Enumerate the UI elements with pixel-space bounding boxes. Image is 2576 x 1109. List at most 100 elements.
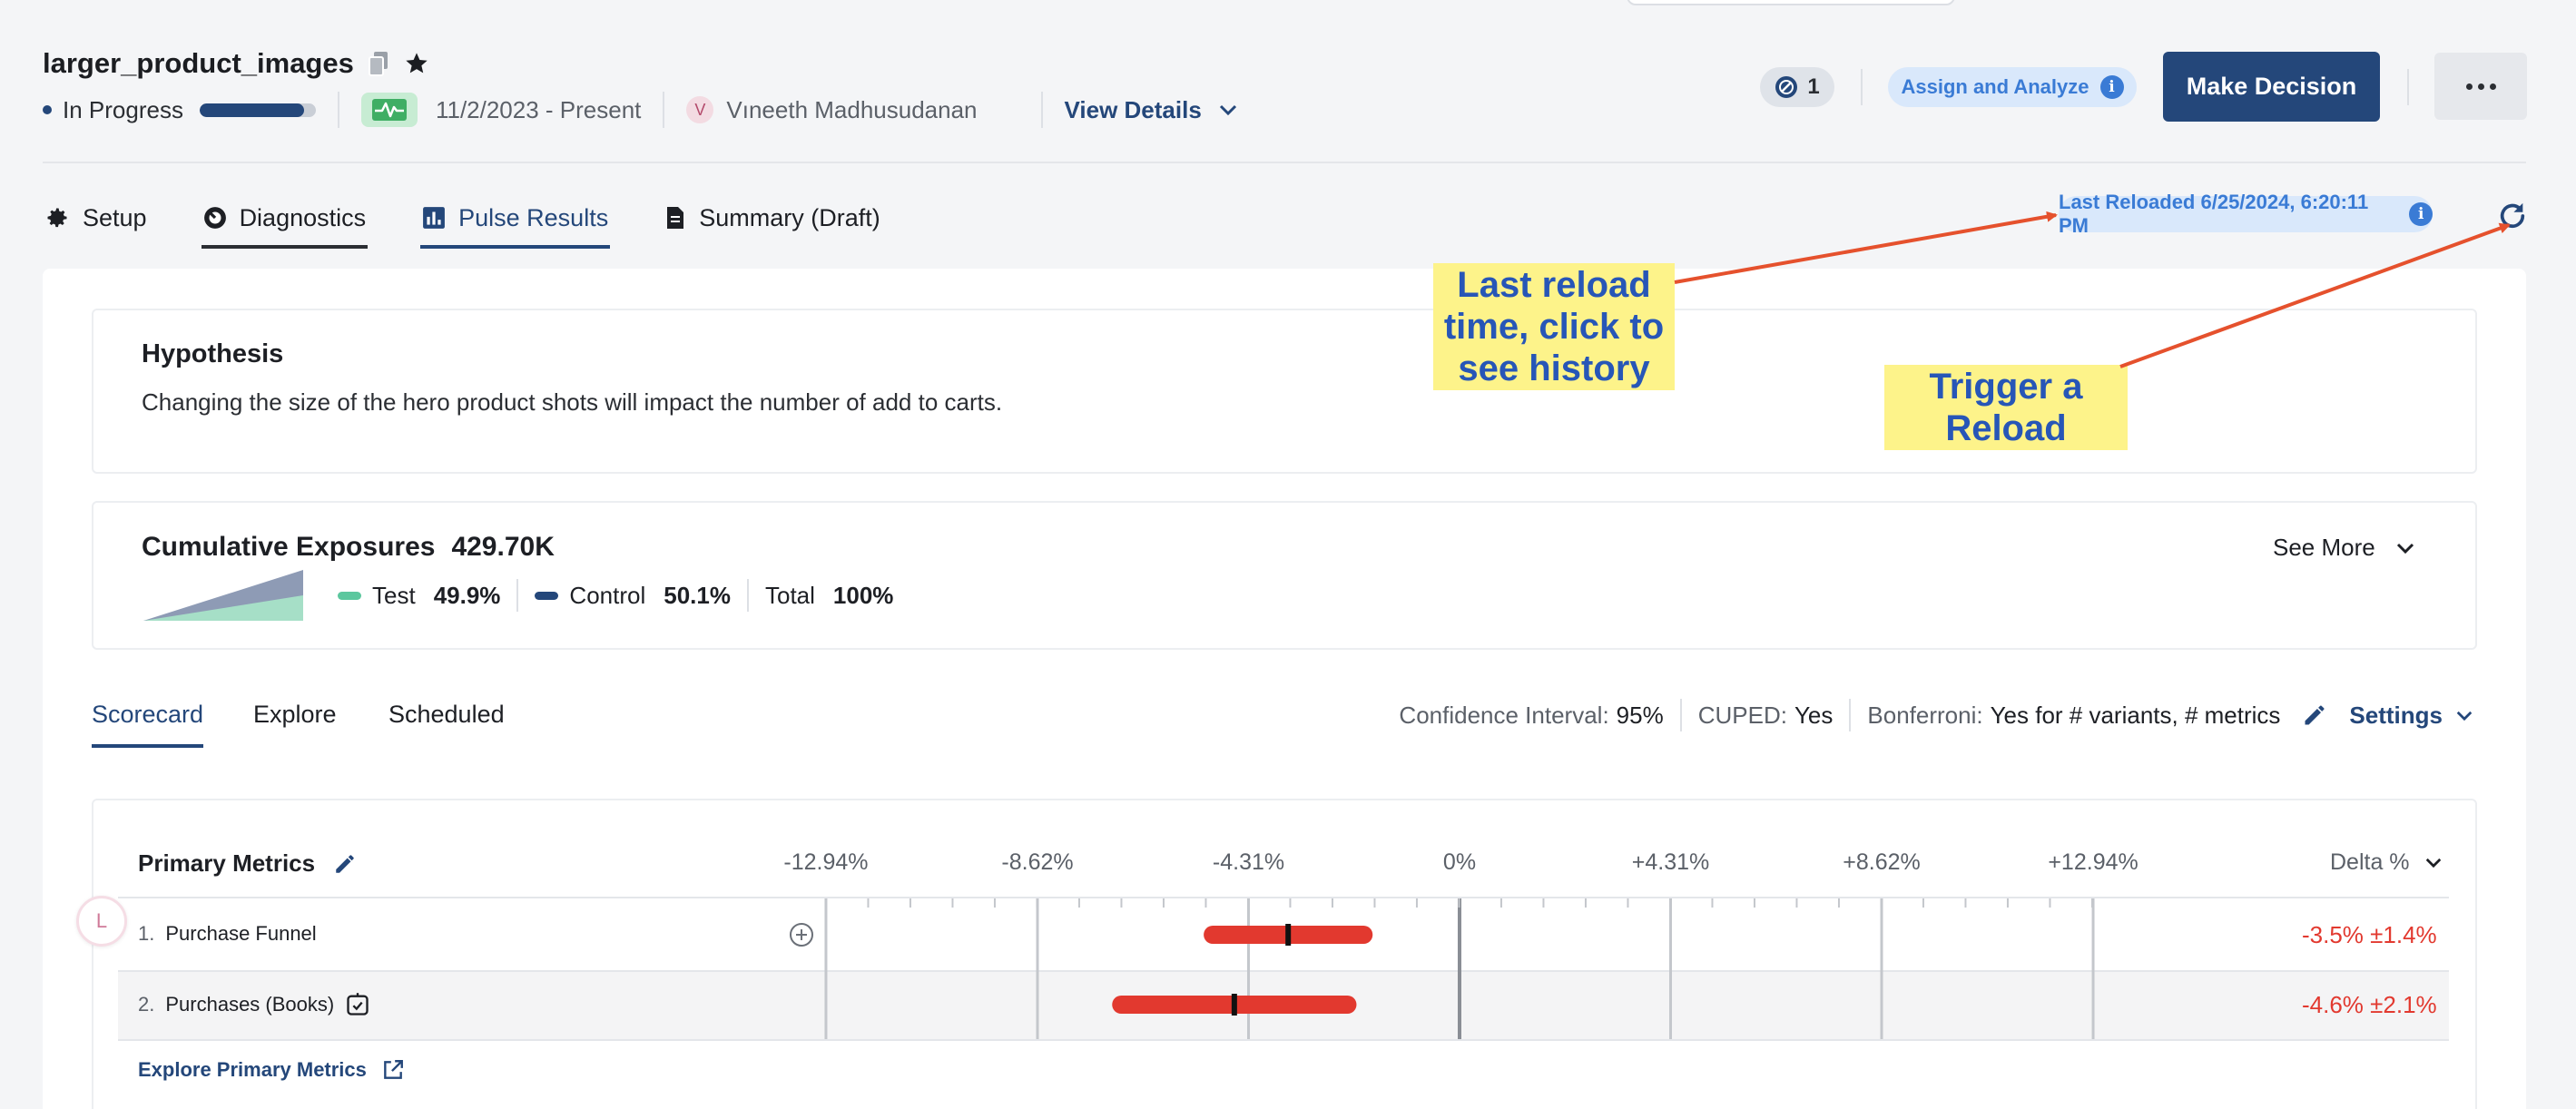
explore-link-label: Explore Primary Metrics bbox=[138, 1058, 367, 1081]
progress-bar bbox=[199, 103, 316, 117]
view-details-label: View Details bbox=[1064, 95, 1202, 123]
pencil-icon[interactable] bbox=[333, 852, 357, 876]
metric-name: Purchases (Books) bbox=[165, 993, 335, 1016]
status-row: In Progress 11/2/2023 - Present V Vıneet… bbox=[43, 92, 1238, 128]
refresh-icon bbox=[2500, 202, 2525, 228]
see-more-label: See More bbox=[2273, 534, 2375, 561]
date-range: 11/2/2023 - Present bbox=[435, 95, 642, 123]
exposures-title: Cumulative Exposures bbox=[142, 532, 436, 562]
explore-primary-metrics-link[interactable]: Explore Primary Metrics bbox=[138, 1058, 405, 1082]
owner-avatar: V bbox=[686, 96, 714, 123]
table-row-purchases-books[interactable]: 2. Purchases (Books) bbox=[138, 992, 370, 1017]
axis-tick-label: +4.31% bbox=[1631, 849, 1710, 875]
subtab-underline bbox=[92, 744, 203, 748]
axis-tick-label: 0% bbox=[1442, 849, 1477, 875]
info-icon[interactable]: i bbox=[2099, 75, 2124, 99]
header-divider bbox=[43, 162, 2526, 163]
tab-label: Diagnostics bbox=[239, 203, 367, 231]
control-swatch bbox=[535, 591, 559, 600]
primary-metrics-title: Primary Metrics bbox=[138, 849, 316, 877]
health-check-badge[interactable] bbox=[360, 93, 418, 127]
info-icon[interactable]: i bbox=[2409, 202, 2433, 226]
test-swatch bbox=[338, 591, 361, 600]
divider bbox=[1849, 699, 1852, 731]
subtab-explore[interactable]: Explore bbox=[253, 701, 337, 728]
gear-icon bbox=[47, 208, 67, 228]
status-text: In Progress bbox=[63, 95, 183, 123]
chevron-down-icon bbox=[2456, 711, 2473, 721]
table-row-stripe bbox=[118, 971, 2449, 1040]
control-label: Control bbox=[569, 581, 646, 609]
row-divider bbox=[118, 970, 2449, 972]
reviewer-count: 1 bbox=[1807, 74, 1820, 99]
assign-and-analyze-button[interactable]: Assign and Analyze i bbox=[1888, 67, 2137, 107]
divider bbox=[1679, 699, 1682, 731]
ellipsis-icon bbox=[2477, 83, 2484, 90]
analysis-settings-row: Confidence Interval: 95% CUPED: Yes Bonf… bbox=[1399, 699, 2473, 731]
ci-label: Confidence Interval: bbox=[1399, 701, 1609, 729]
divider bbox=[516, 579, 519, 612]
tab-label: Summary (Draft) bbox=[699, 203, 880, 231]
tab-diagnostics[interactable]: Diagnostics bbox=[201, 192, 369, 249]
owner-name: Vıneeth Madhusudanan bbox=[726, 95, 978, 123]
divider bbox=[1040, 92, 1043, 128]
copy-icon[interactable] bbox=[365, 50, 392, 77]
axis-tick-label: -8.62% bbox=[1001, 849, 1074, 875]
axis-tick-label: +8.62% bbox=[1843, 849, 1921, 875]
subtab-scheduled[interactable]: Scheduled bbox=[388, 701, 505, 728]
gauge-icon bbox=[203, 207, 226, 229]
last-reloaded-pill[interactable]: Last Reloaded 6/25/2024, 6:20:11 PM i bbox=[2059, 191, 2433, 237]
top-search-stub bbox=[1627, 0, 1955, 5]
see-more-toggle[interactable]: See More bbox=[2273, 534, 2415, 562]
tab-label: Setup bbox=[83, 203, 147, 231]
exposures-card bbox=[92, 501, 2477, 650]
reload-button[interactable] bbox=[2494, 198, 2531, 234]
status-dot bbox=[43, 105, 52, 114]
table-row-purchase-funnel[interactable]: 1. Purchase Funnel bbox=[138, 922, 317, 946]
subtab-scorecard[interactable]: Scorecard bbox=[92, 701, 204, 728]
total-label: Total bbox=[764, 581, 815, 609]
exposures-legend: Test 49.9% Control 50.1% Total 100% bbox=[142, 568, 893, 623]
more-options-button[interactable] bbox=[2434, 53, 2527, 120]
assign-label: Assign and Analyze bbox=[1901, 75, 2089, 98]
test-label: Test bbox=[372, 581, 416, 609]
tab-setup[interactable]: Setup bbox=[43, 192, 149, 243]
exposure-sparkline bbox=[143, 570, 303, 621]
view-details-toggle[interactable]: View Details bbox=[1065, 96, 1238, 124]
reviewer-icon bbox=[1775, 76, 1798, 98]
row-divider bbox=[118, 1039, 2449, 1041]
hypothesis-text: Changing the size of the hero product sh… bbox=[142, 388, 1003, 416]
axis-tick-label: -4.31% bbox=[1212, 849, 1285, 875]
reviewer-count-pill[interactable]: 1 bbox=[1760, 67, 1834, 107]
pencil-icon[interactable] bbox=[2302, 702, 2327, 728]
ellipsis-icon bbox=[2489, 83, 2496, 90]
add-circle-icon[interactable] bbox=[788, 921, 815, 948]
divider bbox=[337, 92, 339, 128]
tab-label: Pulse Results bbox=[458, 203, 609, 231]
divider bbox=[2407, 69, 2409, 105]
cuped-value: Yes bbox=[1794, 701, 1834, 729]
tab-pulse-results[interactable]: Pulse Results bbox=[420, 192, 611, 249]
axis-tick-label: -12.94% bbox=[783, 849, 869, 875]
delta-column-header[interactable]: Delta % bbox=[2330, 849, 2443, 876]
delta-value: -4.6% ±2.1% bbox=[2302, 991, 2437, 1018]
experiment-title: larger_product_images bbox=[43, 47, 354, 79]
ci-value: 95% bbox=[1616, 701, 1664, 729]
settings-dropdown[interactable]: Settings bbox=[2349, 702, 2473, 730]
main-tabs: Setup Diagnostics Pulse Results Summary … bbox=[43, 192, 882, 249]
star-icon[interactable] bbox=[403, 50, 430, 77]
delta-value: -3.5% ±1.4% bbox=[2302, 921, 2437, 948]
annotation-trigger-reload: Trigger a Reload bbox=[1884, 365, 2128, 450]
collaborator-avatar[interactable]: L bbox=[76, 896, 127, 947]
bonferroni-value: Yes for # variants, # metrics bbox=[1990, 701, 2281, 729]
divider bbox=[746, 579, 749, 612]
annotation-reload-time: Last reload time, click to see history bbox=[1433, 263, 1675, 390]
chevron-down-icon bbox=[1219, 104, 1236, 116]
metric-name: Purchase Funnel bbox=[165, 922, 317, 945]
tab-summary-draft[interactable]: Summary (Draft) bbox=[663, 192, 882, 243]
ellipsis-icon bbox=[2465, 83, 2473, 90]
bonferroni-label: Bonferroni: bbox=[1867, 701, 1983, 729]
external-link-icon bbox=[384, 1060, 403, 1079]
make-decision-button[interactable]: Make Decision bbox=[2163, 52, 2380, 122]
exposures-title-row: Cumulative Exposures 429.70K bbox=[142, 532, 555, 563]
